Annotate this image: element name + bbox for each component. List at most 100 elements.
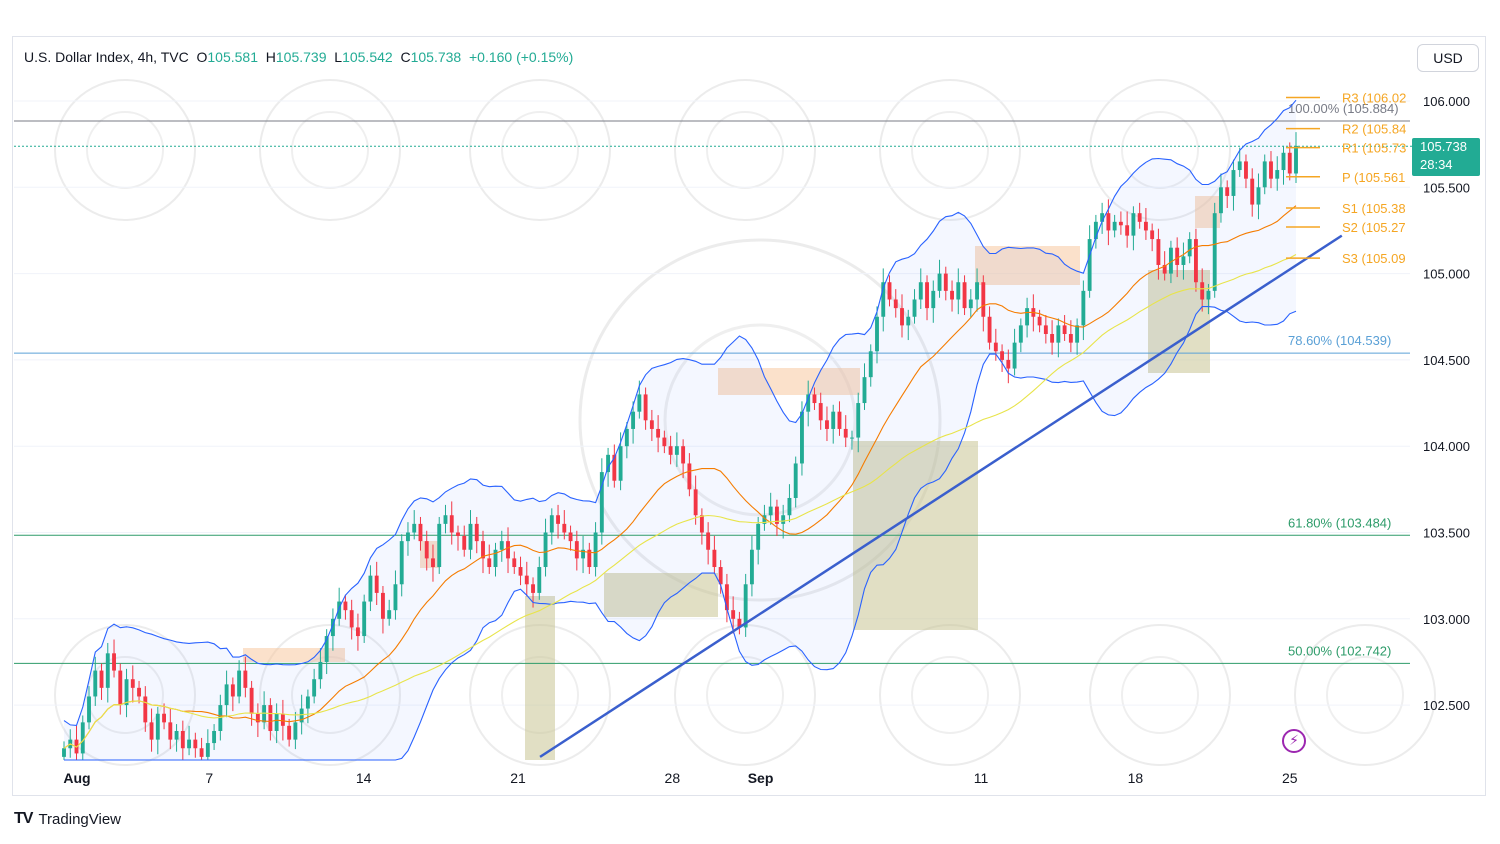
- candle-body-4: [87, 696, 91, 723]
- candle-body-63: [456, 532, 460, 536]
- symbol-name[interactable]: U.S. Dollar Index, 4h, TVC: [24, 49, 189, 65]
- last-price-tag: 105.738 28:34: [1412, 138, 1480, 176]
- candle-body-136: [912, 299, 917, 317]
- candle-body-55: [406, 532, 410, 542]
- candle-body-70: [499, 541, 504, 550]
- candle-body-0: [62, 748, 66, 757]
- candle-body-52: [387, 610, 392, 619]
- candle-body-6: [99, 670, 104, 688]
- candle-body-56: [412, 523, 417, 533]
- y-tick-label-5: 103.500: [1423, 526, 1470, 541]
- candle-body-71: [506, 541, 510, 559]
- candle-body-169: [1118, 221, 1123, 226]
- candle-body-166: [1100, 213, 1105, 222]
- candle-body-159: [1056, 325, 1061, 343]
- candle-body-112: [762, 515, 767, 524]
- candle-body-18: [174, 730, 179, 740]
- y-tick-label-1: 105.500: [1423, 180, 1470, 195]
- watermark-center: [578, 238, 942, 602]
- candle-body-40: [312, 679, 317, 697]
- candle-body-129: [868, 351, 873, 378]
- candle-body-196: [1287, 152, 1292, 174]
- candle-body-180: [1187, 239, 1192, 257]
- candle-body-102: [699, 515, 704, 533]
- candle-body-19: [180, 730, 185, 749]
- candle-body-108: [737, 618, 742, 628]
- candle-body-103: [706, 532, 711, 550]
- candle-body-95: [656, 428, 661, 438]
- candle-body-149: [993, 342, 998, 352]
- zone-box-3: [975, 246, 1080, 285]
- candle-body-92: [637, 394, 642, 412]
- candle-body-74: [524, 575, 529, 585]
- candle-body-107: [731, 610, 736, 619]
- candle-body-88: [612, 454, 617, 481]
- zone-box-2: [718, 368, 860, 395]
- candle-body-12: [137, 687, 141, 697]
- bollinger-lower: [64, 306, 1297, 761]
- candle-body-46: [349, 610, 354, 628]
- candle-body-24: [212, 730, 217, 744]
- candle-body-32: [262, 705, 267, 723]
- y-tick-label-7: 102.500: [1423, 698, 1470, 713]
- candle-body-27: [230, 684, 235, 697]
- candle-body-94: [649, 420, 654, 429]
- candle-body-173: [1143, 221, 1148, 231]
- candle-body-78: [549, 515, 554, 533]
- x-tick-label-5: Sep: [748, 770, 774, 786]
- candle-body-45: [343, 601, 348, 611]
- watermark-stamp-inner-12: [1326, 656, 1404, 734]
- candle-body-38: [299, 708, 304, 723]
- lightning-icon[interactable]: ⚡: [1282, 729, 1306, 753]
- watermark-stamp-1: [259, 79, 401, 221]
- candle-body-98: [674, 446, 679, 455]
- candle-body-151: [1006, 359, 1011, 369]
- fib-label-3: 50.00% (102.742): [1288, 643, 1391, 658]
- candle-body-127: [856, 403, 861, 438]
- candle-body-89: [618, 446, 623, 481]
- candle-body-15: [155, 713, 160, 740]
- candle-body-42: [324, 636, 329, 662]
- candle-body-185: [1219, 187, 1223, 214]
- candle-body-126: [850, 437, 854, 439]
- candle-body-130: [875, 316, 879, 352]
- chart-frame[interactable]: [12, 36, 1486, 796]
- watermark-stamp-inner-6: [86, 656, 164, 734]
- candle-body-125: [843, 428, 848, 438]
- watermark-stamp-12: [1294, 624, 1436, 766]
- candle-body-123: [831, 411, 836, 429]
- candle-body-76: [537, 567, 542, 593]
- pivot-label-5: S2 (105.27: [1342, 220, 1406, 235]
- candle-body-156: [1037, 316, 1042, 326]
- x-tick-label-3: 21: [510, 770, 526, 786]
- candle-body-113: [768, 506, 773, 516]
- candle-body-145: [968, 299, 973, 309]
- fib-label-0: 100.00% (105.884): [1288, 101, 1399, 116]
- candle-body-105: [718, 567, 723, 585]
- currency-button[interactable]: USD: [1417, 44, 1479, 72]
- candle-body-65: [468, 523, 473, 550]
- candle-body-21: [193, 739, 198, 749]
- candle-body-13: [143, 696, 148, 723]
- candle-body-75: [531, 584, 535, 593]
- watermark-stamp-6: [54, 624, 196, 766]
- candle-body-26: [224, 684, 229, 706]
- tradingview-brand[interactable]: TV TradingView: [14, 810, 121, 828]
- watermark-stamp-2: [469, 79, 611, 221]
- candle-body-66: [474, 523, 479, 542]
- sma-slow-line: [63, 254, 1297, 749]
- low-value: 105.542: [342, 49, 393, 65]
- candle-body-160: [1062, 325, 1067, 335]
- candle-body-14: [149, 722, 154, 740]
- candle-body-195: [1281, 152, 1286, 171]
- candle-body-179: [1181, 256, 1186, 265]
- candle-body-128: [862, 377, 867, 404]
- open-label: O: [196, 49, 208, 65]
- pivot-label-2: R1 (105.73: [1342, 141, 1406, 156]
- candle-body-154: [1025, 308, 1030, 326]
- candle-body-31: [255, 713, 260, 723]
- candle-body-7: [105, 653, 110, 688]
- candle-body-191: [1256, 187, 1261, 205]
- candle-body-197: [1294, 145, 1298, 174]
